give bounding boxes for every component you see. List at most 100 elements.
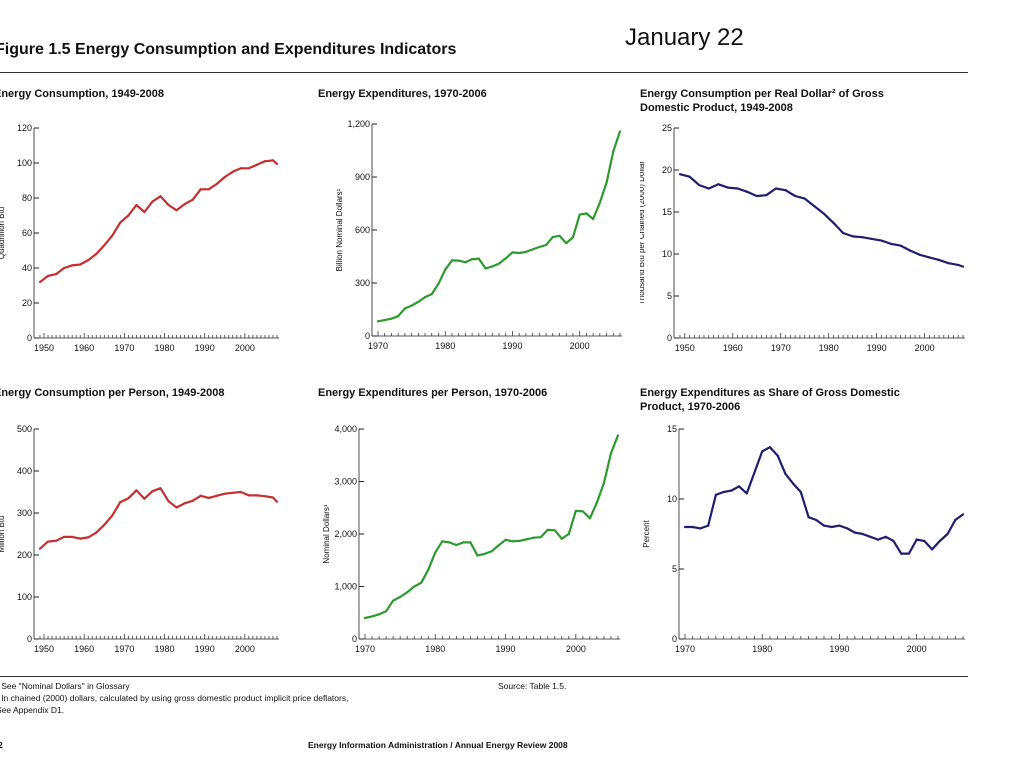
data-point xyxy=(255,494,259,497)
data-point xyxy=(231,170,234,173)
data-point xyxy=(247,167,250,170)
data-point xyxy=(423,296,427,299)
data-point xyxy=(54,273,58,276)
y-tick-label: 4,000 xyxy=(334,424,357,434)
y-tick-label: 100 xyxy=(17,592,32,602)
y-tick-label: 3,000 xyxy=(334,477,357,487)
data-point xyxy=(199,188,202,191)
data-point xyxy=(79,263,82,266)
data-point xyxy=(215,494,218,497)
data-point xyxy=(159,487,162,490)
data-point xyxy=(574,509,577,512)
data-point xyxy=(223,175,226,179)
data-point xyxy=(363,616,367,620)
x-tick-label: 1980 xyxy=(155,343,175,353)
data-point xyxy=(444,268,447,271)
data-point xyxy=(531,248,534,251)
data-point xyxy=(746,190,749,193)
y-tick-label: 25 xyxy=(662,123,672,133)
x-tick-label: 2000 xyxy=(915,343,935,353)
data-point xyxy=(377,613,381,616)
data-point xyxy=(745,492,748,495)
data-point xyxy=(376,320,380,323)
y-tick-label: 400 xyxy=(17,466,32,476)
data-point xyxy=(784,472,787,475)
data-point xyxy=(111,514,114,517)
data-point xyxy=(688,175,691,178)
panel-title-consumption-per-person: Energy Consumption per Person, 1949-2008 xyxy=(0,387,225,399)
data-point xyxy=(761,450,764,453)
data-point xyxy=(518,251,521,255)
data-point xyxy=(417,300,420,304)
x-tick-label: 1980 xyxy=(435,341,455,351)
data-point xyxy=(592,217,595,221)
data-point xyxy=(247,494,250,497)
data-point xyxy=(946,532,949,536)
data-point xyxy=(175,209,178,212)
chart-consumption-per-person: 0 100 200 300 400 500 1950 1960 1970 1980 1990 2000… xyxy=(0,424,279,654)
data-point xyxy=(491,265,494,268)
x-tick-label: 1950 xyxy=(34,644,54,654)
y-axis-label: Nominal Dollars¹ xyxy=(322,504,331,563)
data-point xyxy=(483,552,486,556)
data-point xyxy=(822,524,826,527)
y-tick-label: 1,200 xyxy=(347,119,370,129)
data-point xyxy=(889,242,893,246)
x-tick-label: 2000 xyxy=(566,644,586,654)
data-point xyxy=(937,258,941,261)
data-point xyxy=(143,210,146,214)
y-tick-label: 0 xyxy=(667,333,672,343)
data-point xyxy=(776,454,779,457)
data-point xyxy=(215,182,218,186)
y-tick-label: 5 xyxy=(672,564,677,574)
data-point xyxy=(464,261,467,264)
x-tick-label: 1980 xyxy=(425,644,445,654)
data-point xyxy=(46,274,50,277)
data-point xyxy=(546,528,549,531)
data-point xyxy=(390,317,393,320)
data-point xyxy=(707,187,710,190)
data-point xyxy=(71,535,74,539)
y-tick-label: 10 xyxy=(667,494,677,504)
bottom-rule xyxy=(0,676,968,677)
data-point xyxy=(678,173,682,176)
data-point xyxy=(726,186,730,189)
panel-title-expenditures-share-gdp: Energy Expenditures as Share of Gross Do… xyxy=(640,387,900,413)
chart-energy-consumption: 0 20 40 60 80 100 120 1950 1960 1970 1980 1990 2000 Q… xyxy=(0,123,279,353)
data-point xyxy=(803,197,806,200)
data-point xyxy=(588,517,591,520)
chart-energy-expenditures: 0 300 600 900 1,200 1970 1980 1990 2000 Billion N… xyxy=(335,119,622,351)
data-point xyxy=(183,203,186,206)
data-point xyxy=(477,257,480,260)
data-point xyxy=(457,259,460,262)
data-point xyxy=(928,256,931,259)
y-tick-label: 5 xyxy=(667,291,672,301)
data-point xyxy=(71,264,74,267)
data-point xyxy=(95,531,98,534)
footnote-3: See Appendix D1. xyxy=(0,705,65,715)
data-point xyxy=(861,532,864,536)
data-point xyxy=(271,159,275,162)
data-point xyxy=(909,249,912,252)
data-point xyxy=(119,221,122,224)
data-point xyxy=(609,452,613,455)
data-point xyxy=(159,195,162,198)
y-tick-label: 300 xyxy=(355,278,370,288)
data-point xyxy=(815,518,818,522)
data-point xyxy=(135,203,138,207)
panel-title-expenditures-per-person: Energy Expenditures per Person, 1970-200… xyxy=(318,387,548,399)
x-tick-label: 1960 xyxy=(74,343,94,353)
data-point xyxy=(167,203,170,207)
data-point xyxy=(441,540,444,543)
x-tick-label: 1980 xyxy=(819,343,839,353)
data-point xyxy=(462,541,465,544)
data-point xyxy=(143,497,146,500)
y-tick-label: 200 xyxy=(17,550,32,560)
footnotes: ¹ See "Nominal Dollars" in Glossary ² In… xyxy=(0,680,348,716)
data-point xyxy=(497,262,501,265)
data-point xyxy=(539,536,542,539)
top-rule xyxy=(0,72,968,73)
data-point xyxy=(511,540,514,543)
x-tick-label: 1970 xyxy=(771,343,791,353)
data-point xyxy=(717,183,720,186)
